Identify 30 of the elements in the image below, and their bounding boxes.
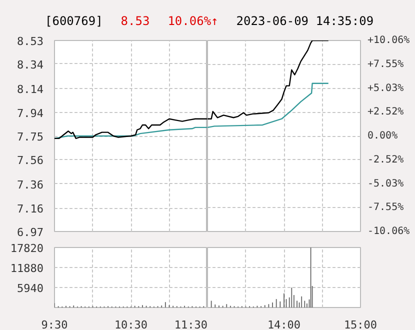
text: 2023-06-09 14:35:09 — [236, 14, 374, 28]
text: -2.52% — [368, 154, 404, 166]
text: -5.03% — [368, 178, 404, 190]
x-tick-label: 10:30 — [114, 318, 148, 330]
y-tick-label: 7.94 — [17, 107, 44, 120]
text: +2.52% — [368, 106, 404, 118]
y-tick-label: 7.16 — [17, 202, 44, 216]
text: -10.06% — [368, 226, 410, 237]
y-tick-label: 7.36 — [17, 178, 44, 192]
y-tick-label: 7.75 — [17, 130, 44, 144]
text: +7.55% — [368, 58, 404, 70]
y-tick-label: 8.14 — [17, 82, 44, 96]
y-tick-label: 11880 — [10, 262, 44, 275]
y-tick-label: 8.34 — [17, 58, 44, 72]
text: 10.06%↑ — [168, 14, 218, 28]
y-tick-label: 8.53 — [17, 35, 44, 48]
text: 0.00% — [368, 130, 398, 142]
y-tick-label: 5940 — [17, 282, 44, 295]
text: +10.06% — [368, 35, 410, 46]
x-tick-label: 15:00 — [344, 318, 378, 330]
y-tick-label: 7.56 — [17, 154, 44, 167]
y-tick-label: 6.97 — [17, 226, 44, 239]
y-tick-label: 17820 — [10, 242, 44, 255]
x-tick-label: 9:30 — [41, 318, 68, 330]
text: +5.03% — [368, 82, 404, 94]
text: -7.55% — [368, 202, 404, 214]
x-tick-label: 14:00 — [267, 318, 301, 330]
x-tick-label: 11:30 — [174, 318, 208, 330]
text: 8.53 — [120, 14, 150, 28]
chart-title: [600769] — [45, 14, 103, 28]
